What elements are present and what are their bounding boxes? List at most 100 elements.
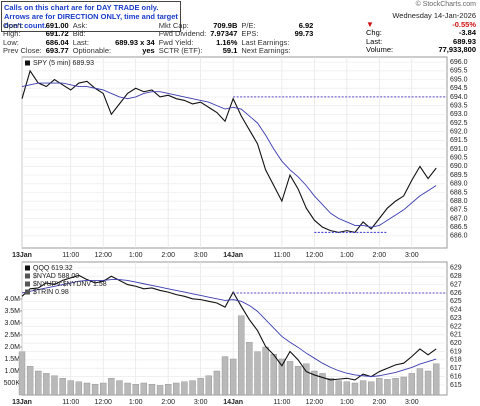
volume-bar: [416, 368, 424, 396]
x-tick-label: 11:00: [62, 399, 79, 406]
quote-value: 686.04: [45, 37, 69, 47]
y-tick-label: 2.5M: [4, 332, 20, 339]
x-tick-label: 3:00: [194, 399, 208, 406]
quote-label: SCTR (ETF):: [158, 46, 203, 56]
quote-row: Low: 686.04 Last: 689.93 x 34 Fwd Yield: 1.16…: [1, 37, 315, 47]
volume-bar: [303, 363, 310, 396]
x-tick-label: 3:00: [405, 399, 419, 406]
volume-bar: [335, 380, 342, 396]
label: Chg:: [366, 28, 382, 38]
quote-value: 99.73: [294, 29, 314, 39]
y-tick-label: 500K: [4, 380, 21, 387]
quote-row: Open: 691.00 Ask: Mkt Cap: 709.9B P/E: 6.92: [1, 21, 315, 30]
y2-tick-label: 618: [450, 357, 462, 364]
y2-tick-label: 624: [450, 307, 462, 314]
volume-bar: [229, 358, 237, 396]
volume-bar: [246, 341, 253, 396]
volume-bar: [189, 380, 196, 396]
y2-tick-label: 692.5: [450, 120, 468, 127]
quote-value: 6.92: [298, 21, 314, 30]
y-tick-label: 3.5M: [4, 308, 20, 315]
y-tick-label: 3.0M: [4, 320, 20, 327]
y2-tick-label: 694.0: [450, 94, 468, 101]
quote-label: Last Earnings:: [241, 37, 290, 47]
label: Volume:: [366, 45, 394, 55]
x-tick-label: 3:00: [194, 252, 208, 259]
legend-swatch: [25, 289, 30, 295]
volume-bar: [238, 315, 245, 396]
y2-tick-label: 688.0: [450, 198, 468, 205]
y2-tick-label: 623: [450, 315, 462, 322]
quote-value: 709.9B: [213, 21, 238, 30]
legend-label: $NYUPV:$NYDNV 1.58: [33, 281, 107, 288]
volume-bar: [67, 380, 74, 396]
volume-bar: [294, 365, 302, 396]
change-row: ▼ -0.55%: [366, 19, 476, 30]
volume-bar: [132, 383, 139, 396]
quote-label: EPS:: [241, 29, 259, 39]
quote-label: Prev Close:: [3, 46, 42, 56]
volume-bar: [18, 351, 26, 396]
value: -3.84: [458, 28, 476, 38]
quote-summary: Wednesday 14-Jan-2026 ▼ -0.55% Chg: -3.84 …: [366, 11, 476, 55]
quote-value: yes: [142, 46, 155, 56]
volume-bar: [116, 380, 123, 396]
value: 77,933,800: [438, 45, 476, 55]
x-tick-label: 1:00: [129, 252, 143, 259]
quote-value: 691.72: [45, 29, 69, 39]
last-row: Last: 689.93: [366, 37, 476, 47]
y2-tick-label: 628: [450, 273, 462, 280]
quote-label: Last:: [72, 37, 89, 47]
quote-label: Bid:: [72, 29, 86, 39]
y2-tick-label: 693.5: [450, 102, 468, 109]
y2-tick-label: 626: [450, 290, 462, 297]
volume-bar: [59, 377, 66, 396]
volume-bar: [270, 353, 277, 396]
down-arrow: ▼: [366, 19, 374, 29]
quote-value: 7.97347: [210, 29, 238, 39]
volume-bar: [164, 383, 172, 396]
y2-tick-label: 687.0: [450, 215, 468, 222]
volume-bar: [327, 377, 334, 396]
quote-label: High:: [3, 29, 21, 39]
x-tick-label: 2:00: [373, 399, 387, 406]
y2-tick-label: 695.5: [450, 68, 468, 75]
x-tick-label: 12:00: [94, 399, 112, 406]
x-tick-label: 1:00: [340, 399, 354, 406]
y2-tick-label: 617: [450, 365, 462, 372]
legend-label: $TRIN 0.98: [33, 289, 69, 296]
x-tick-label: 2:00: [161, 252, 175, 259]
moving-average: [21, 82, 437, 228]
y2-tick-label: 691.5: [450, 137, 468, 144]
volume-bar: [26, 365, 34, 396]
volume-bar: [181, 381, 188, 396]
quote-value: 59.1: [222, 46, 238, 56]
quote-value: 693.77: [45, 46, 69, 56]
y-tick-label: 1.0M: [4, 368, 20, 375]
x-tick-label: 1:00: [340, 252, 354, 259]
quote-value: 689.93 x 34: [115, 37, 155, 47]
volume-bar: [205, 375, 212, 396]
change-pct: -0.55%: [452, 19, 476, 29]
volume-bar: [408, 373, 416, 396]
legend-label: QQQ 619.32: [33, 265, 73, 272]
y2-tick-label: 690.5: [450, 155, 468, 162]
volume-bar: [156, 385, 164, 396]
quote-value: [293, 47, 316, 55]
x-tick-label: 1:00: [129, 399, 143, 406]
quote-label: Open:: [3, 21, 24, 30]
quote-row: Prev Close: 693.77 Optionable: yes SCTR (ETF…: [1, 46, 316, 56]
x-tick-label: 14Jan: [223, 252, 243, 259]
quote-date: Wednesday 14-Jan-2026: [392, 11, 476, 20]
chg-row: Chg: -3.84: [366, 29, 476, 38]
volume-bar: [140, 382, 148, 396]
y2-tick-label: 690.0: [450, 163, 468, 170]
quote-label: Fwd Dividend:: [158, 29, 207, 39]
quote-label: Next Earnings:: [241, 46, 291, 56]
y2-tick-label: 620: [450, 340, 462, 347]
x-tick-label: 2:00: [161, 399, 175, 406]
volume-bar: [432, 363, 440, 396]
volume-row: Volume: 77,933,800: [366, 46, 476, 55]
volume-bar: [43, 373, 50, 396]
legend-label: SPY (5 min) 689.93: [33, 60, 94, 67]
